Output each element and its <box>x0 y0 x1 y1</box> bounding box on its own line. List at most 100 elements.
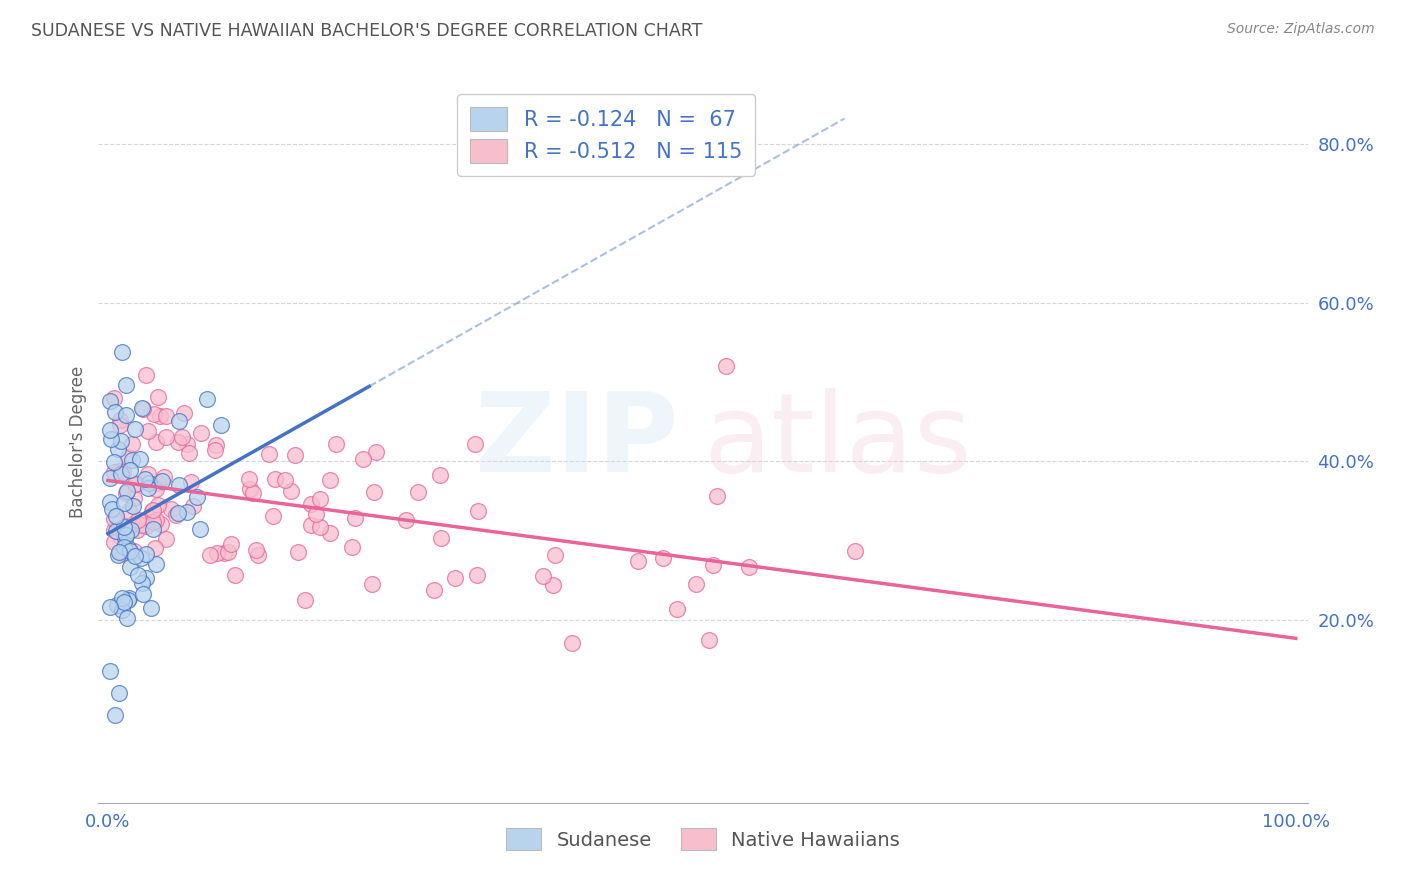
Text: Source: ZipAtlas.com: Source: ZipAtlas.com <box>1227 22 1375 37</box>
Point <box>118 544 141 558</box>
Point <box>200 548 222 562</box>
Point <box>467 504 489 518</box>
Point <box>308 491 330 506</box>
Point <box>197 392 219 406</box>
Point <box>188 522 211 536</box>
Point <box>214 546 236 560</box>
Point <box>142 407 165 421</box>
Point <box>124 549 146 564</box>
Point <box>149 409 172 423</box>
Point <box>166 434 188 449</box>
Point <box>108 529 131 543</box>
Point <box>110 434 132 449</box>
Point <box>98 471 121 485</box>
Point <box>209 417 232 432</box>
Point <box>135 519 157 533</box>
Point <box>112 527 135 541</box>
Point <box>100 432 122 446</box>
Point <box>98 495 121 509</box>
Point <box>115 484 138 499</box>
Point <box>107 442 129 456</box>
Point <box>180 475 202 490</box>
Point <box>111 345 134 359</box>
Point <box>702 558 724 573</box>
Point <box>110 413 132 427</box>
Point <box>352 451 374 466</box>
Point <box>299 497 322 511</box>
Point <box>135 368 157 383</box>
Point <box>142 515 165 529</box>
Point <box>136 424 159 438</box>
Point <box>135 571 157 585</box>
Point <box>104 508 127 523</box>
Point <box>111 546 134 560</box>
Point <box>131 576 153 591</box>
Point <box>111 591 134 605</box>
Point <box>114 408 136 422</box>
Point <box>112 540 135 554</box>
Point <box>205 546 228 560</box>
Point <box>103 534 125 549</box>
Point <box>101 501 124 516</box>
Point <box>111 603 134 617</box>
Point <box>124 476 146 491</box>
Point <box>104 524 127 538</box>
Point <box>132 587 155 601</box>
Point <box>104 405 127 419</box>
Point <box>148 499 170 513</box>
Point <box>117 541 139 556</box>
Point <box>343 510 366 524</box>
Point <box>429 468 451 483</box>
Text: SUDANESE VS NATIVE HAWAIIAN BACHELOR'S DEGREE CORRELATION CHART: SUDANESE VS NATIVE HAWAIIAN BACHELOR'S D… <box>31 22 703 40</box>
Point <box>108 544 131 558</box>
Point <box>145 435 167 450</box>
Point <box>131 518 153 533</box>
Point <box>105 598 128 612</box>
Point <box>117 593 139 607</box>
Point <box>167 506 190 520</box>
Point <box>257 447 280 461</box>
Point <box>685 576 707 591</box>
Point <box>103 455 125 469</box>
Point <box>544 548 567 562</box>
Point <box>167 414 190 428</box>
Point <box>155 429 177 443</box>
Point <box>134 472 156 486</box>
Point <box>176 437 198 451</box>
Point <box>238 472 260 486</box>
Point <box>103 524 125 538</box>
Point <box>844 543 866 558</box>
Point <box>124 422 146 436</box>
Point <box>103 512 125 526</box>
Point <box>115 486 138 500</box>
Point <box>135 547 157 561</box>
Point <box>651 551 673 566</box>
Point <box>176 504 198 518</box>
Point <box>406 485 429 500</box>
Point <box>430 532 453 546</box>
Point <box>141 503 163 517</box>
Point <box>181 499 204 513</box>
Point <box>112 465 135 479</box>
Point <box>138 467 160 482</box>
Point <box>127 523 149 537</box>
Point <box>423 582 446 597</box>
Point <box>541 578 564 592</box>
Point <box>204 443 226 458</box>
Point <box>697 633 720 648</box>
Point <box>112 595 135 609</box>
Point <box>120 523 142 537</box>
Point <box>117 450 139 464</box>
Point <box>204 438 226 452</box>
Point <box>108 686 131 700</box>
Point <box>190 426 212 441</box>
Point <box>121 452 143 467</box>
Text: ZIP: ZIP <box>475 388 679 495</box>
Point <box>363 485 385 500</box>
Point <box>117 504 139 518</box>
Point <box>284 448 307 462</box>
Point <box>395 513 418 527</box>
Point <box>738 559 761 574</box>
Point <box>110 467 132 481</box>
Point <box>121 516 143 531</box>
